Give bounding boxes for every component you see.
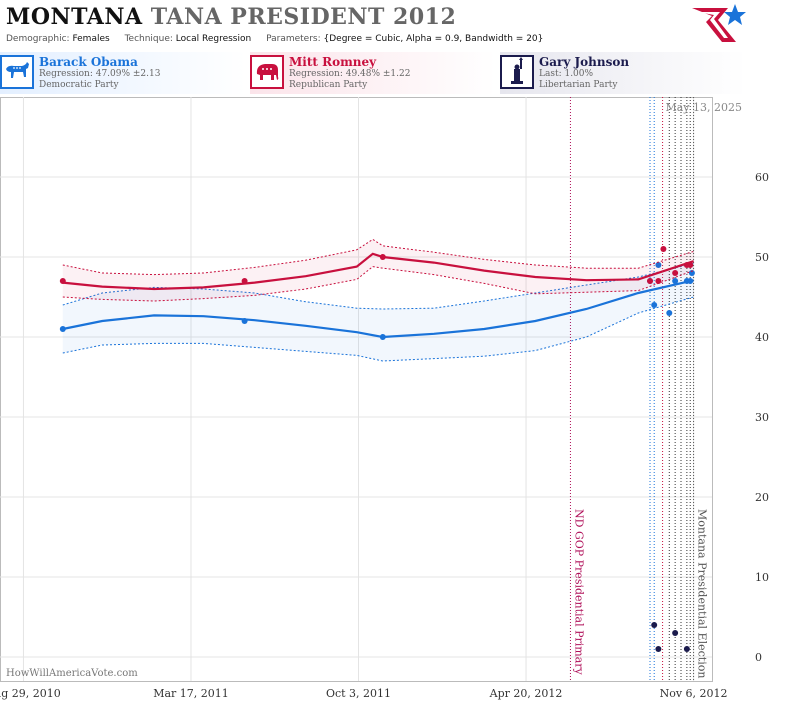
poll-point bbox=[683, 646, 690, 652]
poll-point bbox=[655, 646, 662, 652]
date-label: May 13, 2025 bbox=[665, 101, 742, 114]
poll-point bbox=[672, 630, 679, 636]
candidate-stat: Regression: 47.09% ±2.13 bbox=[39, 69, 161, 79]
poll-point bbox=[59, 326, 66, 332]
plot-area bbox=[0, 97, 713, 682]
watermark: HowWillAmericaVote.com bbox=[6, 668, 138, 679]
x-tick-label: Mar 17, 2011 bbox=[153, 687, 229, 700]
liberty-statue-icon bbox=[500, 55, 534, 89]
poll-point bbox=[241, 278, 248, 284]
poll-point bbox=[655, 278, 662, 284]
confidence-band bbox=[62, 263, 694, 361]
event-label: ND GOP Presidential Primary bbox=[572, 509, 585, 676]
candidate-stat: Regression: 49.48% ±1.22 bbox=[289, 69, 411, 79]
upper-bound-line bbox=[62, 238, 694, 276]
regression-line bbox=[62, 279, 694, 339]
poll-point bbox=[59, 278, 66, 284]
parameters-value: {Degree = Cubic, Alpha = 0.9, Bandwidth … bbox=[323, 34, 544, 44]
candidate-stat: Last: 1.00% bbox=[539, 69, 594, 79]
candidate-party: Libertarian Party bbox=[539, 80, 618, 90]
y-tick-label: 30 bbox=[755, 411, 769, 424]
poll-point bbox=[687, 262, 694, 268]
y-tick-label: 20 bbox=[755, 491, 769, 504]
page-title: MONTANA TANA PRESIDENT 2012 bbox=[6, 4, 456, 30]
donkey-icon bbox=[0, 55, 34, 89]
candidate-legend: Barack Obama Regression: 47.09% ±2.13 De… bbox=[0, 52, 789, 94]
candidate-johnson: Gary Johnson Last: 1.00% Libertarian Par… bbox=[500, 52, 746, 94]
demographic-label: Demographic: bbox=[6, 34, 70, 44]
candidate-party: Democratic Party bbox=[39, 80, 119, 90]
candidate-name: Barack Obama bbox=[39, 55, 138, 69]
title-rest: TANA PRESIDENT 2012 bbox=[150, 4, 457, 30]
event-label: Montana Presidential Election bbox=[696, 509, 709, 678]
y-tick-label: 40 bbox=[755, 331, 769, 344]
candidate-obama: Barack Obama Regression: 47.09% ±2.13 De… bbox=[0, 52, 246, 94]
regression-line bbox=[62, 252, 694, 291]
poll-point bbox=[655, 262, 662, 268]
parameters-label: Parameters: bbox=[266, 34, 321, 44]
y-tick-label: 60 bbox=[755, 171, 769, 184]
parameters-line: Demographic: Females Technique: Local Re… bbox=[6, 34, 543, 44]
poll-point bbox=[379, 254, 386, 260]
x-tick-label: Oct 3, 2011 bbox=[326, 687, 391, 700]
poll-point bbox=[651, 622, 658, 628]
site-logo bbox=[692, 4, 746, 42]
poll-point bbox=[672, 278, 679, 284]
lower-bound-line bbox=[62, 266, 694, 302]
poll-chart: 0 10 20 30 40 50 60 Aug 29, 2010 Mar 17, 2011 Oct… bbox=[0, 97, 769, 700]
poll-point bbox=[647, 278, 654, 284]
x-tick-label: Apr 20, 2012 bbox=[489, 687, 563, 700]
candidate-name: Gary Johnson bbox=[539, 55, 630, 69]
y-tick-label: 50 bbox=[755, 251, 769, 264]
poll-point bbox=[688, 270, 695, 276]
lower-bound-line bbox=[62, 296, 694, 362]
poll-point bbox=[241, 318, 248, 324]
elephant-icon bbox=[250, 55, 284, 89]
technique-label: Technique: bbox=[124, 34, 173, 44]
poll-point bbox=[651, 302, 658, 308]
poll-point bbox=[379, 334, 386, 340]
poll-point bbox=[672, 270, 679, 276]
title-state: MONTANA bbox=[6, 4, 143, 30]
candidate-name: Mitt Romney bbox=[289, 55, 377, 69]
x-tick-label: Nov 6, 2012 bbox=[660, 687, 728, 700]
y-tick-label: 10 bbox=[755, 571, 769, 584]
candidate-party: Republican Party bbox=[289, 80, 368, 90]
poll-point bbox=[666, 310, 673, 316]
technique-value: Local Regression bbox=[175, 34, 252, 44]
poll-point bbox=[687, 278, 694, 284]
x-tick-label: Aug 29, 2010 bbox=[0, 687, 61, 700]
y-tick-label: 0 bbox=[755, 651, 762, 664]
candidate-romney: Mitt Romney Regression: 49.48% ±1.22 Rep… bbox=[250, 52, 496, 94]
demographic-value: Females bbox=[72, 34, 110, 44]
poll-point bbox=[660, 246, 667, 252]
